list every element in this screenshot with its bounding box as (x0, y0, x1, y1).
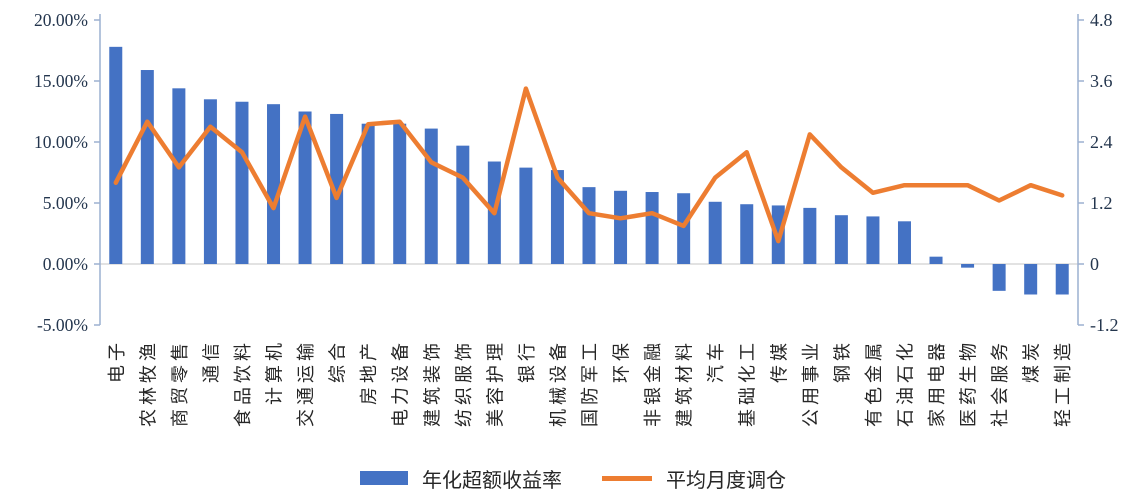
bar (456, 145, 470, 264)
category-label: 汽车 (706, 339, 726, 383)
legend: 年化超额收益率 平均月度调仓 (0, 460, 1146, 496)
bar (803, 207, 817, 264)
bar (708, 201, 722, 264)
bar (582, 187, 596, 264)
category-label: 基础化工 (738, 339, 758, 427)
bar (550, 170, 564, 264)
left-axis-tick-label: 15.00% (34, 71, 88, 91)
category-label: 美容护理 (485, 339, 505, 427)
bar (109, 46, 123, 265)
right-axis-tick-label: 2.4 (1090, 132, 1113, 152)
bar (992, 264, 1006, 291)
category-label: 有色金属 (864, 339, 884, 427)
category-label: 通信 (201, 339, 221, 383)
left-axis-tick-label: 5.00% (43, 193, 88, 213)
bar (140, 70, 154, 265)
bar (235, 101, 249, 265)
bar (614, 190, 628, 264)
category-label: 综合 (328, 339, 348, 383)
left-axis-tick-label: 20.00% (34, 10, 88, 30)
right-axis-tick-label: -1.2 (1090, 315, 1119, 335)
category-label: 医药生物 (959, 339, 979, 427)
line-series (113, 86, 1065, 244)
bar (361, 123, 375, 264)
category-label: 商贸零售 (170, 339, 190, 427)
legend-line-swatch (602, 475, 652, 481)
left-axis-tick-label: 10.00% (34, 132, 88, 152)
bar-series (109, 46, 1069, 295)
right-axis-tick-label: 4.8 (1090, 10, 1113, 30)
bar (203, 99, 217, 264)
bar (897, 221, 911, 264)
category-label: 轻工制造 (1053, 339, 1073, 427)
left-axis-tick-label: -5.00% (37, 315, 88, 335)
bar (393, 123, 407, 264)
right-axis-tick-label: 3.6 (1090, 71, 1113, 91)
legend-bar-label: 年化超额收益率 (422, 469, 562, 492)
category-label: 非银金融 (643, 339, 663, 427)
bar (961, 264, 975, 268)
category-label: 电力设备 (391, 339, 411, 427)
bar (330, 113, 344, 264)
left-axis-tick-label: 0.00% (43, 254, 88, 274)
bar (519, 167, 533, 264)
bar (834, 215, 848, 264)
bar (424, 128, 438, 264)
category-label: 公用事业 (801, 339, 821, 427)
right-axis-tick-label: 0 (1090, 254, 1099, 274)
right-axis-tick-label: 1.2 (1090, 193, 1113, 213)
plot-area: 20.00% 15.00% 10.00% 5.00% 0.00% -5.00% 4.8 3.6… (34, 10, 1119, 427)
category-label: 建筑材料 (675, 339, 695, 427)
bar (1055, 264, 1069, 295)
bar (929, 256, 943, 264)
category-label: 计算机 (265, 339, 285, 405)
bar (866, 216, 880, 264)
category-label: 石油石化 (895, 339, 915, 427)
bar (267, 104, 281, 265)
category-label: 煤炭 (1022, 339, 1042, 383)
category-label: 环保 (612, 339, 632, 383)
legend-bar-swatch (360, 471, 408, 485)
category-label: 房地产 (359, 339, 379, 405)
bar (645, 192, 659, 264)
bar (172, 88, 186, 264)
category-label: 机械设备 (548, 339, 568, 427)
bar (740, 204, 754, 264)
category-label: 建筑装饰 (422, 339, 442, 427)
category-label: 纺织服饰 (454, 339, 474, 427)
legend-line-label: 平均月度调仓 (666, 469, 786, 492)
bar (1024, 264, 1038, 295)
category-label: 食品饮料 (233, 339, 253, 427)
category-label: 农林牧渔 (138, 339, 158, 427)
category-label: 钢铁 (832, 339, 852, 383)
category-label: 家用电器 (927, 339, 947, 427)
category-label: 国防军工 (580, 339, 600, 427)
category-label: 银行 (517, 339, 537, 383)
bar (298, 111, 312, 264)
category-label: 传媒 (769, 339, 789, 383)
category-label: 社会服务 (990, 339, 1010, 427)
bar (677, 193, 691, 264)
category-label: 电子 (107, 339, 127, 383)
category-label: 交通运输 (296, 339, 316, 427)
